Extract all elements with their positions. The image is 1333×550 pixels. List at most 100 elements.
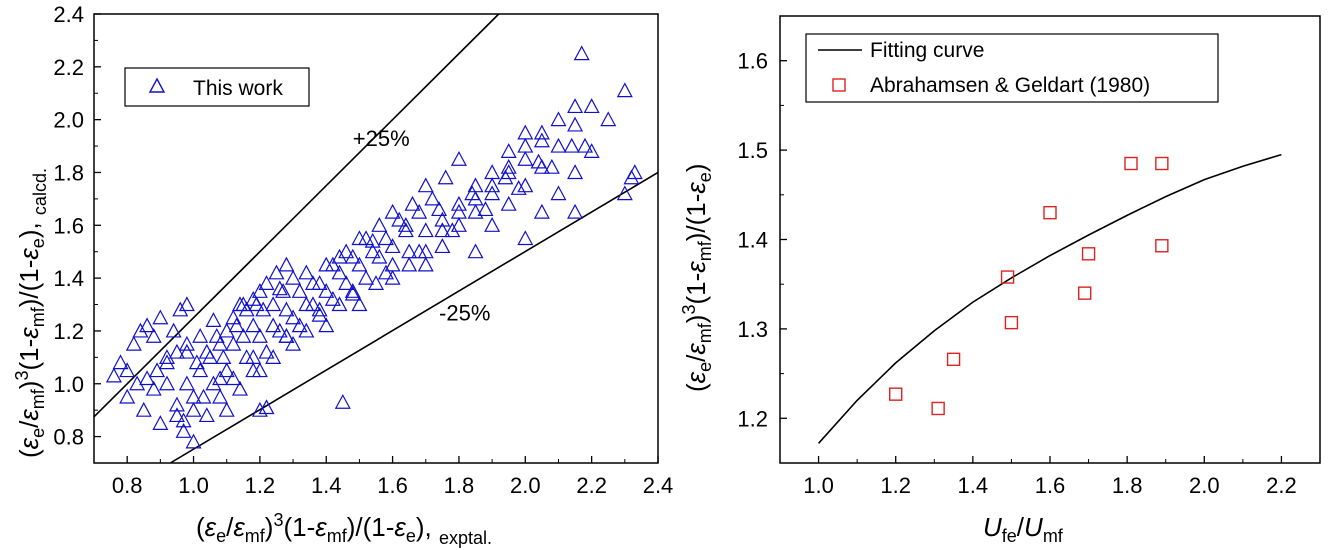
data-point — [384, 203, 401, 219]
data-point — [417, 222, 434, 238]
x-tick-label: 2.0 — [1189, 473, 1220, 498]
x-tick-label: 2.0 — [510, 473, 541, 498]
right-x-axis-label: Ufe/Umf — [983, 512, 1064, 546]
data-point — [175, 423, 192, 438]
left-y-axis-label: (εe/εmf)3(1-εmf)/(1-εe), calcd. — [12, 168, 50, 458]
data-point — [238, 349, 255, 364]
data-point — [212, 388, 229, 404]
data-point — [464, 185, 481, 201]
y-tick-label: 1.6 — [737, 49, 768, 74]
data-point — [444, 222, 461, 238]
data-point — [533, 124, 550, 140]
left-data-points — [105, 45, 643, 449]
right-legend-label-curve: Fitting curve — [870, 39, 984, 62]
data-point — [500, 143, 517, 158]
data-point — [351, 256, 368, 272]
data-point — [178, 343, 195, 359]
data-point — [198, 343, 215, 359]
data-point — [291, 283, 308, 298]
data-point — [1155, 239, 1169, 253]
data-point — [437, 169, 454, 185]
data-point — [119, 362, 136, 378]
data-point — [411, 243, 428, 259]
data-point — [1043, 205, 1057, 220]
y-tick-label: 0.8 — [53, 425, 84, 450]
minus-25-line — [169, 171, 659, 464]
data-point — [517, 230, 534, 246]
data-point — [212, 335, 229, 351]
data-point — [331, 248, 348, 264]
data-point — [331, 296, 348, 312]
data-point — [510, 180, 527, 195]
data-point — [371, 217, 388, 232]
data-point — [245, 349, 262, 364]
legend-square-marker — [832, 78, 846, 92]
data-point — [105, 367, 122, 383]
left-reference-lines — [93, 13, 659, 464]
data-point — [251, 283, 268, 298]
data-point — [616, 82, 633, 98]
data-point — [168, 343, 185, 359]
data-point — [228, 317, 245, 333]
right-fitting-curve — [818, 153, 1282, 444]
data-point — [225, 370, 242, 386]
data-point — [132, 322, 149, 338]
data-point — [517, 150, 534, 166]
x-tick-label: 1.4 — [958, 473, 989, 498]
x-tick-label: 0.8 — [112, 473, 143, 498]
data-point — [251, 362, 268, 378]
data-point — [285, 269, 302, 285]
x-tick-label: 1.0 — [178, 473, 209, 498]
data-point — [424, 190, 441, 206]
x-tick-label: 1.6 — [1035, 473, 1066, 498]
data-point — [417, 177, 434, 193]
data-point — [931, 401, 945, 416]
data-point — [324, 256, 341, 272]
y-tick-label: 1.8 — [53, 160, 84, 185]
data-point — [245, 362, 262, 378]
minus-25-percent-label: -25% — [439, 300, 490, 325]
data-point — [434, 238, 451, 254]
legend-triangle-marker — [148, 77, 166, 93]
y-tick-label: 2.4 — [53, 2, 84, 27]
data-point — [577, 137, 594, 153]
data-point — [533, 203, 550, 219]
data-point — [517, 124, 534, 140]
data-point — [192, 327, 209, 343]
data-point — [331, 264, 348, 280]
data-point — [530, 153, 547, 169]
y-tick-label: 1.0 — [53, 372, 84, 397]
left-legend-label: This work — [193, 77, 283, 100]
data-point — [397, 217, 414, 232]
data-point — [298, 322, 315, 338]
data-point — [351, 296, 368, 312]
data-point — [889, 387, 903, 401]
data-point — [567, 203, 584, 219]
left-legend-box — [124, 67, 310, 107]
y-tick-label: 1.2 — [737, 406, 768, 431]
data-point — [178, 296, 195, 312]
left-y-ticks: 0.8 1.0 1.2 1.4 1.6 1.8 2.0 2.2 2.4 — [53, 2, 101, 464]
data-point — [1004, 315, 1019, 330]
data-point — [192, 362, 209, 378]
data-point — [358, 230, 375, 246]
plus-25-line — [93, 13, 500, 418]
x-tick-label: 2.2 — [1266, 473, 1297, 498]
data-point — [484, 177, 501, 193]
data-point — [401, 243, 418, 259]
data-point — [364, 232, 381, 248]
right-y-axis-label: (εe/εmf)3(1-εmf)/(1-εe) — [679, 164, 715, 393]
data-point — [600, 111, 617, 127]
left-x-ticks: 0.8 1.0 1.2 1.4 1.6 1.8 2.0 2.2 2.4 — [93, 456, 673, 498]
data-point — [258, 399, 275, 415]
x-tick-label: 1.6 — [377, 473, 408, 498]
data-point — [212, 370, 229, 386]
data-point — [573, 45, 590, 61]
data-point — [271, 280, 288, 296]
right-data-points — [889, 156, 1169, 416]
left-legend: This work — [124, 67, 310, 107]
data-point — [275, 283, 292, 298]
right-x-ticks: 1.0 1.2 1.4 1.6 1.8 2.0 2.2 — [779, 456, 1321, 498]
data-point — [497, 169, 514, 185]
data-point — [626, 164, 643, 180]
